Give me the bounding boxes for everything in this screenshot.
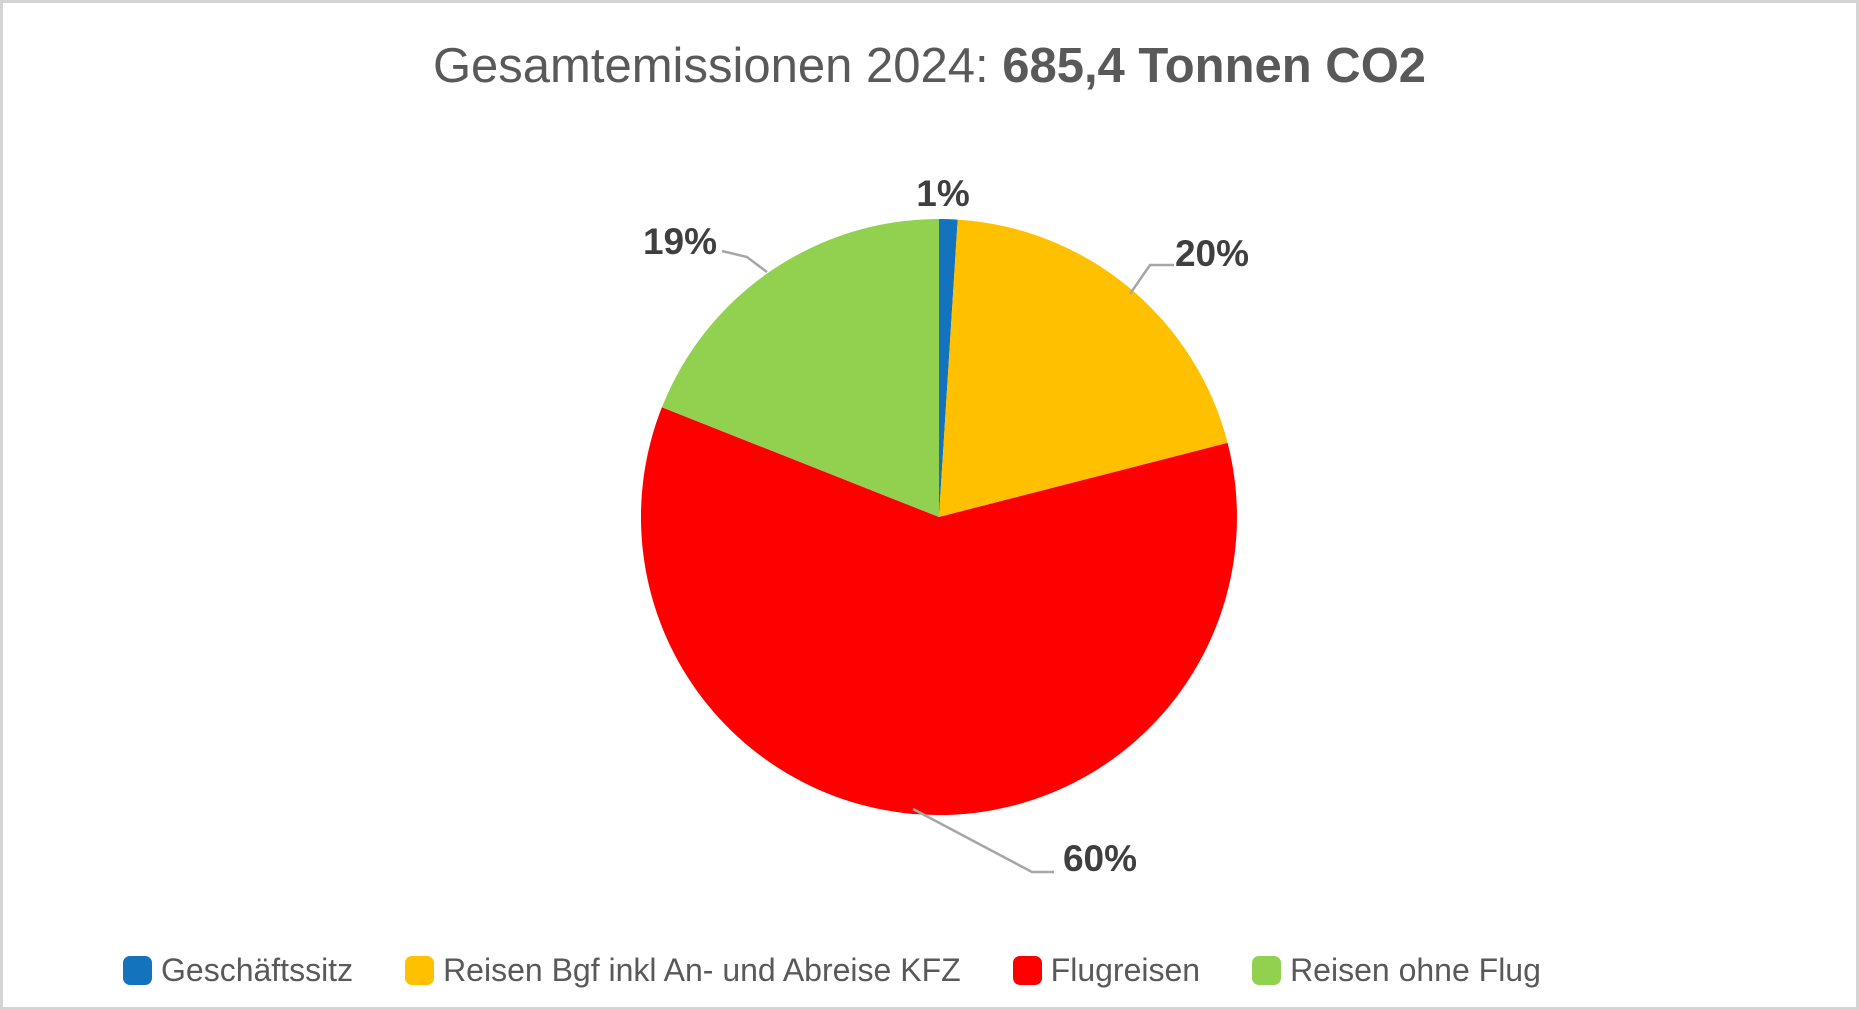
pie-chart-svg: 1% 20% 60% 19% bbox=[640, 173, 1249, 879]
legend-item-reisen-ohne-flug: Reisen ohne Flug bbox=[1252, 952, 1541, 989]
pie-slice-1 bbox=[939, 219, 1228, 517]
legend-label: Reisen Bgf inkl An- und Abreise KFZ bbox=[443, 952, 961, 988]
pie-leader-line-2 bbox=[912, 807, 1054, 874]
legend-item-flugreisen: Flugreisen bbox=[1012, 952, 1201, 989]
pie-data-label-2: 60% bbox=[1063, 838, 1137, 879]
legend-marker-icon bbox=[123, 956, 152, 985]
pie-data-label-0: 1% bbox=[916, 173, 969, 214]
legend-marker-icon bbox=[1012, 956, 1042, 985]
pie-slice-3 bbox=[661, 219, 939, 517]
legend: Geschäftssitz Reisen Bgf inkl An- und Ab… bbox=[123, 952, 1541, 989]
legend-label: Flugreisen bbox=[1050, 952, 1201, 988]
legend-label: Reisen ohne Flug bbox=[1290, 952, 1541, 988]
pie-leader-line-3 bbox=[721, 249, 768, 273]
legend-item-geschaeftssitz: Geschäftssitz bbox=[123, 952, 353, 989]
pie-data-label-1: 20% bbox=[1175, 233, 1249, 274]
pie-leader-line-1 bbox=[1128, 263, 1174, 295]
chart-title: Gesamtemissionen 2024: 685,4 Tonnen CO2 bbox=[3, 37, 1856, 95]
pie-slice-2 bbox=[640, 407, 1237, 816]
legend-item-reisen-bgf-inkl-an-und-abreise-kfz: Reisen Bgf inkl An- und Abreise KFZ bbox=[405, 952, 961, 989]
pie-slice-0 bbox=[939, 219, 958, 517]
legend-label: Geschäftssitz bbox=[161, 952, 354, 988]
pie-data-label-3: 19% bbox=[643, 221, 717, 262]
legend-marker-icon bbox=[405, 956, 435, 985]
chart-title-prefix: Gesamtemissionen 2024: bbox=[432, 39, 1003, 93]
chart-title-total: 685,4 Tonnen CO2 bbox=[1002, 39, 1427, 93]
legend-marker-icon bbox=[1252, 956, 1282, 985]
